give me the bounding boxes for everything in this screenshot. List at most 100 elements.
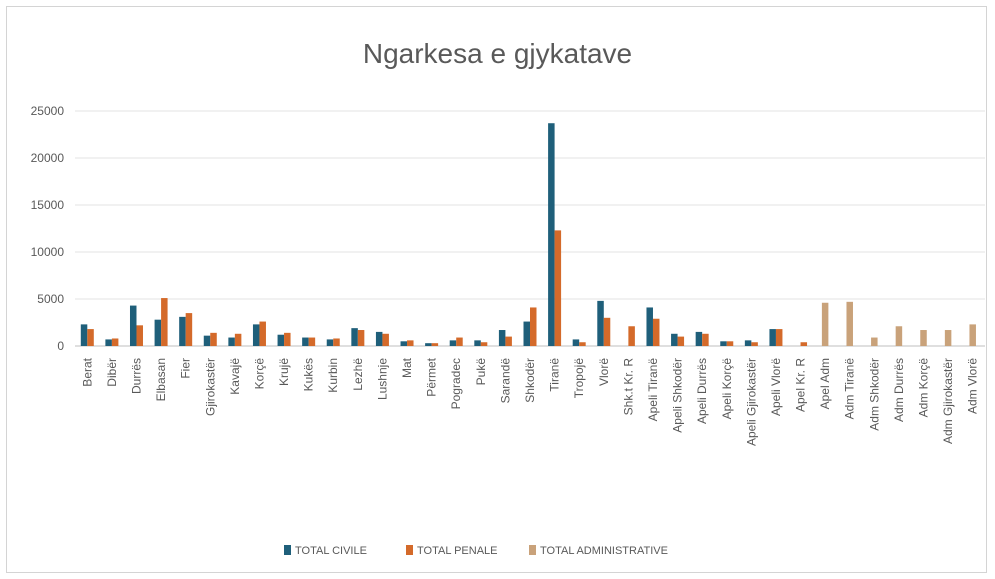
bar bbox=[775, 329, 783, 346]
x-tick-label: Adm Korçë bbox=[917, 358, 931, 418]
legend-swatch bbox=[529, 545, 536, 555]
x-tick-label: Apel Kr. R bbox=[794, 358, 808, 412]
x-tick-label: Apel Adm bbox=[818, 358, 832, 409]
bar bbox=[203, 335, 211, 346]
bar bbox=[769, 329, 776, 346]
x-tick-label: Fier bbox=[179, 358, 193, 379]
y-tick-label: 10000 bbox=[31, 245, 65, 259]
x-tick-label: Apeli Tiranë bbox=[646, 358, 660, 422]
x-tick-label: Adm Tiranë bbox=[843, 358, 857, 420]
bar bbox=[400, 341, 408, 346]
legend-swatch bbox=[284, 545, 291, 555]
bar bbox=[259, 321, 266, 346]
bar bbox=[800, 342, 808, 346]
bar bbox=[751, 342, 758, 346]
y-axis: 0 5000 10000 15000 20000 25000 bbox=[31, 104, 65, 353]
bar bbox=[111, 338, 119, 346]
bar bbox=[720, 341, 727, 346]
bar bbox=[523, 321, 530, 346]
x-tick-label: Lushnje bbox=[375, 358, 389, 400]
bar bbox=[695, 331, 703, 346]
x-tick-label: Berat bbox=[80, 357, 94, 386]
bar bbox=[179, 316, 186, 346]
x-tick-label: Kavajë bbox=[228, 358, 242, 395]
x-tick-label: Korçë bbox=[252, 358, 266, 390]
bar bbox=[252, 324, 260, 346]
x-tick-label: Shkodër bbox=[523, 358, 537, 403]
bar bbox=[129, 305, 137, 346]
bar bbox=[969, 324, 976, 346]
x-tick-label: Kurbin bbox=[326, 358, 340, 393]
bar bbox=[474, 340, 481, 346]
bar bbox=[210, 332, 217, 346]
bar bbox=[234, 333, 242, 346]
bar bbox=[597, 300, 604, 346]
x-tick-label: Elbasan bbox=[154, 358, 168, 401]
bar bbox=[277, 334, 285, 346]
x-tick-label: Lezhë bbox=[351, 358, 365, 391]
bar bbox=[572, 339, 580, 346]
legend: TOTAL CIVILE TOTAL PENALE TOTAL ADMINISTRA… bbox=[284, 545, 668, 557]
legend-label: TOTAL ADMINISTRATIVE bbox=[540, 545, 668, 557]
x-axis: Berat Dibër Durrës Elbasan Fier Gjirokastër Ka… bbox=[80, 357, 979, 446]
x-tick-label: Tropojë bbox=[572, 358, 586, 399]
bar bbox=[407, 340, 414, 346]
bar bbox=[302, 337, 309, 346]
bar bbox=[895, 326, 903, 346]
x-tick-label: Dibër bbox=[105, 358, 119, 387]
y-tick-label: 25000 bbox=[31, 104, 65, 118]
y-tick-label: 0 bbox=[57, 339, 64, 353]
bar bbox=[351, 328, 358, 346]
bar bbox=[498, 330, 506, 346]
bar bbox=[136, 325, 143, 346]
x-tick-label: Tiranë bbox=[548, 358, 562, 392]
y-tick-label: 15000 bbox=[31, 198, 65, 212]
bar bbox=[871, 337, 878, 346]
bar bbox=[185, 313, 193, 346]
bar bbox=[333, 338, 340, 346]
bar bbox=[652, 318, 660, 346]
bar bbox=[920, 330, 927, 346]
x-tick-label: Apeli Durrës bbox=[695, 358, 709, 424]
bars bbox=[80, 123, 976, 346]
bar bbox=[646, 307, 653, 346]
bar bbox=[530, 307, 537, 346]
legend-swatch bbox=[406, 545, 413, 555]
chart-frame bbox=[6, 6, 987, 573]
bar bbox=[944, 330, 952, 346]
bar bbox=[821, 302, 829, 346]
y-tick-label: 20000 bbox=[31, 151, 65, 165]
bar bbox=[449, 340, 457, 346]
x-tick-label: Adm Gjirokastër bbox=[941, 358, 955, 444]
bar bbox=[375, 331, 383, 346]
bar bbox=[382, 333, 389, 346]
x-tick-label: Apeli Shkodër bbox=[671, 358, 685, 433]
legend-label: TOTAL PENALE bbox=[417, 545, 498, 557]
bar bbox=[548, 123, 555, 346]
x-tick-label: Mat bbox=[400, 357, 414, 378]
x-tick-label: Apeli Korçë bbox=[720, 358, 734, 420]
bar bbox=[326, 339, 334, 346]
bar bbox=[456, 337, 463, 346]
bar bbox=[161, 298, 168, 346]
bar bbox=[505, 336, 512, 346]
bar bbox=[726, 341, 734, 346]
bar bbox=[425, 343, 432, 346]
bar bbox=[671, 333, 678, 346]
bar bbox=[308, 337, 316, 346]
x-tick-label: Përmet bbox=[425, 357, 439, 396]
bar bbox=[744, 340, 752, 346]
bar bbox=[154, 319, 162, 346]
bar bbox=[579, 342, 586, 346]
x-tick-label: Adm Shkodër bbox=[867, 358, 881, 431]
bar bbox=[105, 339, 112, 346]
bar bbox=[480, 342, 488, 346]
bar bbox=[431, 343, 439, 346]
x-tick-label: Pukë bbox=[474, 358, 488, 386]
x-tick-label: Sarandë bbox=[498, 358, 512, 404]
y-tick-label: 5000 bbox=[37, 292, 64, 306]
bar bbox=[628, 326, 635, 346]
x-tick-label: Apeli Gjirokastër bbox=[744, 358, 758, 446]
x-tick-label: Durrës bbox=[129, 358, 143, 394]
